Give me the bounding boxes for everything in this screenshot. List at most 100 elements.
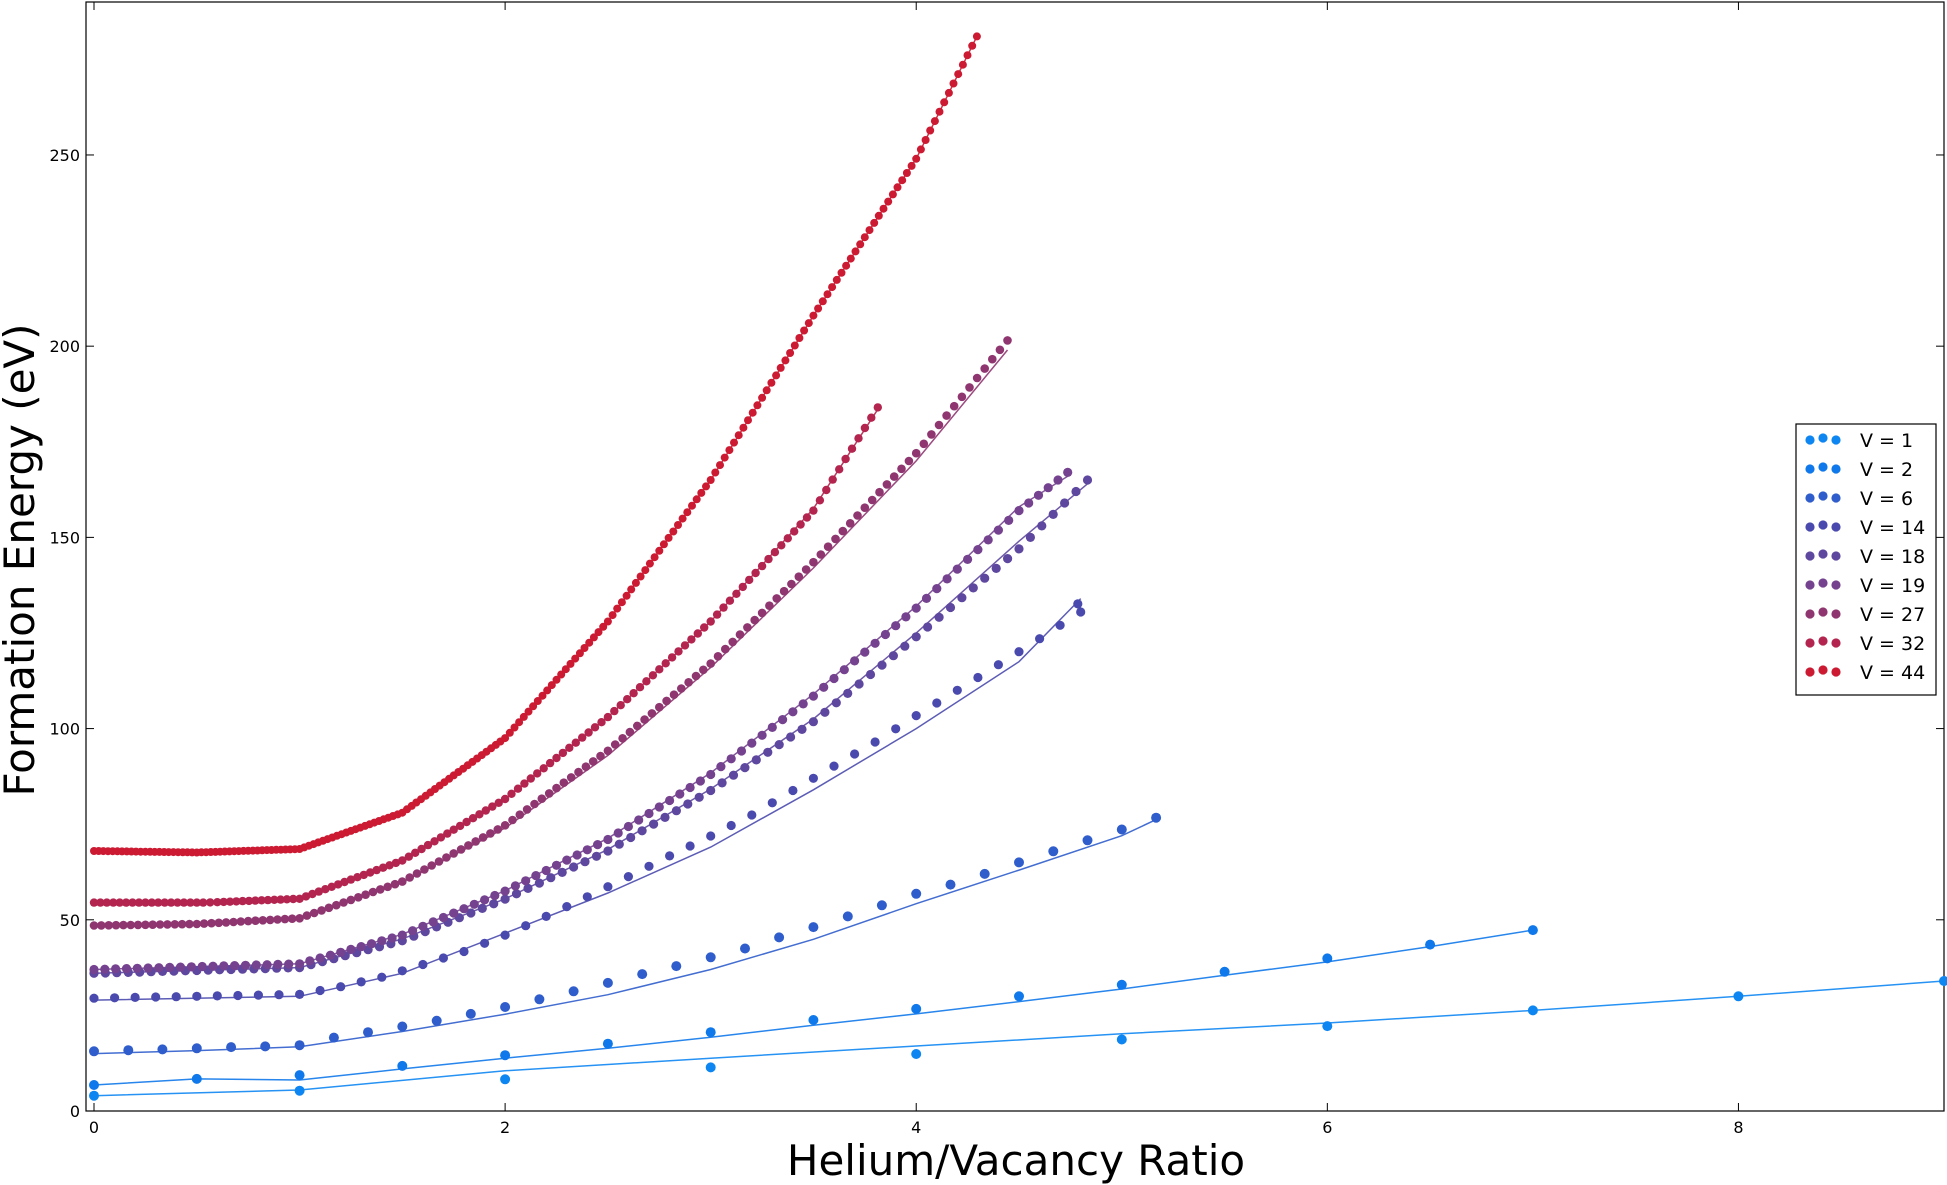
data-point-v27 — [251, 916, 260, 925]
plot-area — [85, 1, 1945, 1112]
data-point-v32 — [225, 897, 235, 906]
data-point-v19 — [175, 962, 186, 972]
data-point-v27 — [133, 920, 143, 930]
data-point-v18 — [820, 707, 830, 717]
legend-label: V = 32 — [1860, 633, 1925, 655]
legend-item: V = 27 — [1805, 604, 1925, 626]
data-point-v19 — [860, 647, 870, 657]
data-point-v32 — [552, 753, 561, 763]
data-point-v27 — [405, 873, 415, 882]
data-point-v32 — [109, 898, 118, 907]
data-point-v32 — [102, 898, 112, 907]
data-point-v2 — [89, 1080, 99, 1090]
data-point-v44 — [865, 226, 874, 235]
data-point-v44 — [692, 495, 701, 504]
data-point-v27 — [684, 678, 693, 687]
data-point-v32 — [674, 647, 683, 656]
data-point-v27 — [332, 900, 341, 910]
data-point-v14 — [377, 972, 387, 982]
legend-marker — [1818, 578, 1828, 588]
data-point-v27 — [163, 920, 172, 929]
data-point-v19 — [613, 828, 623, 838]
data-point-v32 — [372, 865, 381, 875]
data-point-v18 — [569, 862, 579, 872]
data-point-v18 — [740, 763, 750, 773]
data-point-v32 — [430, 837, 439, 846]
data-point-v19 — [1014, 506, 1024, 516]
y-tick-label: 200 — [49, 337, 80, 356]
data-point-v32 — [462, 817, 471, 827]
data-point-v14 — [356, 977, 366, 987]
data-point-v44 — [874, 211, 883, 220]
legend-marker — [1818, 549, 1828, 559]
data-point-v32 — [693, 629, 702, 638]
data-point-v6 — [1151, 812, 1162, 823]
data-point-v18 — [649, 819, 659, 829]
data-point-v27 — [420, 865, 429, 874]
data-point-v2 — [1425, 939, 1436, 950]
data-point-v6 — [1116, 824, 1127, 835]
data-point-v27 — [515, 810, 525, 819]
data-points — [89, 32, 1947, 1101]
x-tick-label: 0 — [89, 1118, 99, 1137]
data-point-v27 — [801, 565, 811, 574]
data-point-v14 — [973, 672, 983, 683]
data-point-v44 — [561, 665, 570, 674]
x-axis-label: Helium/Vacancy Ratio — [787, 1136, 1245, 1185]
data-point-v27 — [346, 895, 356, 905]
data-point-v27 — [317, 906, 326, 915]
data-point-v18 — [477, 903, 487, 914]
data-point-v18 — [865, 669, 876, 680]
data-point-v27 — [500, 821, 510, 830]
data-point-v19 — [186, 962, 196, 972]
data-point-v27 — [471, 837, 481, 846]
y-tick-label: 150 — [49, 528, 80, 547]
data-point-v18 — [706, 785, 716, 796]
data-point-v18 — [546, 873, 556, 883]
y-tick-label: 250 — [49, 146, 80, 165]
data-point-v19 — [654, 802, 664, 812]
data-point-v18 — [1082, 475, 1093, 485]
data-point-v32 — [134, 898, 144, 907]
data-point-v19 — [706, 769, 716, 780]
data-point-v32 — [578, 733, 587, 742]
data-point-v1 — [911, 1049, 922, 1059]
legend-marker — [1805, 551, 1815, 561]
data-point-v18 — [489, 899, 499, 909]
data-point-v27 — [97, 921, 106, 930]
data-point-v44 — [627, 585, 636, 594]
data-point-v32 — [500, 794, 510, 804]
data-point-v32 — [565, 743, 574, 752]
data-point-v44 — [926, 126, 935, 135]
data-point-v19 — [880, 629, 891, 640]
data-point-v44 — [655, 546, 664, 555]
data-point-v27 — [192, 919, 202, 929]
data-point-v44 — [702, 482, 710, 491]
data-point-v32 — [295, 894, 304, 903]
data-point-v32 — [584, 728, 593, 737]
data-point-v27 — [706, 659, 715, 668]
data-point-v32 — [777, 541, 786, 550]
data-point-v14 — [767, 798, 777, 808]
data-point-v18 — [763, 747, 773, 757]
data-point-v32 — [822, 485, 831, 495]
data-point-v32 — [321, 885, 330, 894]
data-point-v6 — [500, 1002, 511, 1012]
data-point-v27 — [155, 920, 165, 929]
data-point-v32 — [860, 423, 870, 433]
data-point-v18 — [1014, 544, 1024, 554]
legend-marker — [1805, 493, 1815, 503]
data-point-v14 — [562, 902, 572, 912]
data-point-v44 — [744, 416, 752, 425]
data-point-v14 — [253, 990, 263, 1000]
data-point-v27 — [838, 526, 848, 536]
data-point-v32 — [257, 896, 266, 905]
data-point-v19 — [808, 691, 819, 701]
data-point-v27 — [552, 783, 561, 793]
data-point-v44 — [636, 572, 645, 581]
legend-marker — [1818, 607, 1828, 617]
data-point-v27 — [427, 861, 437, 870]
data-point-v19 — [572, 850, 582, 860]
data-point-v32 — [192, 898, 201, 907]
data-point-v32 — [603, 712, 613, 722]
